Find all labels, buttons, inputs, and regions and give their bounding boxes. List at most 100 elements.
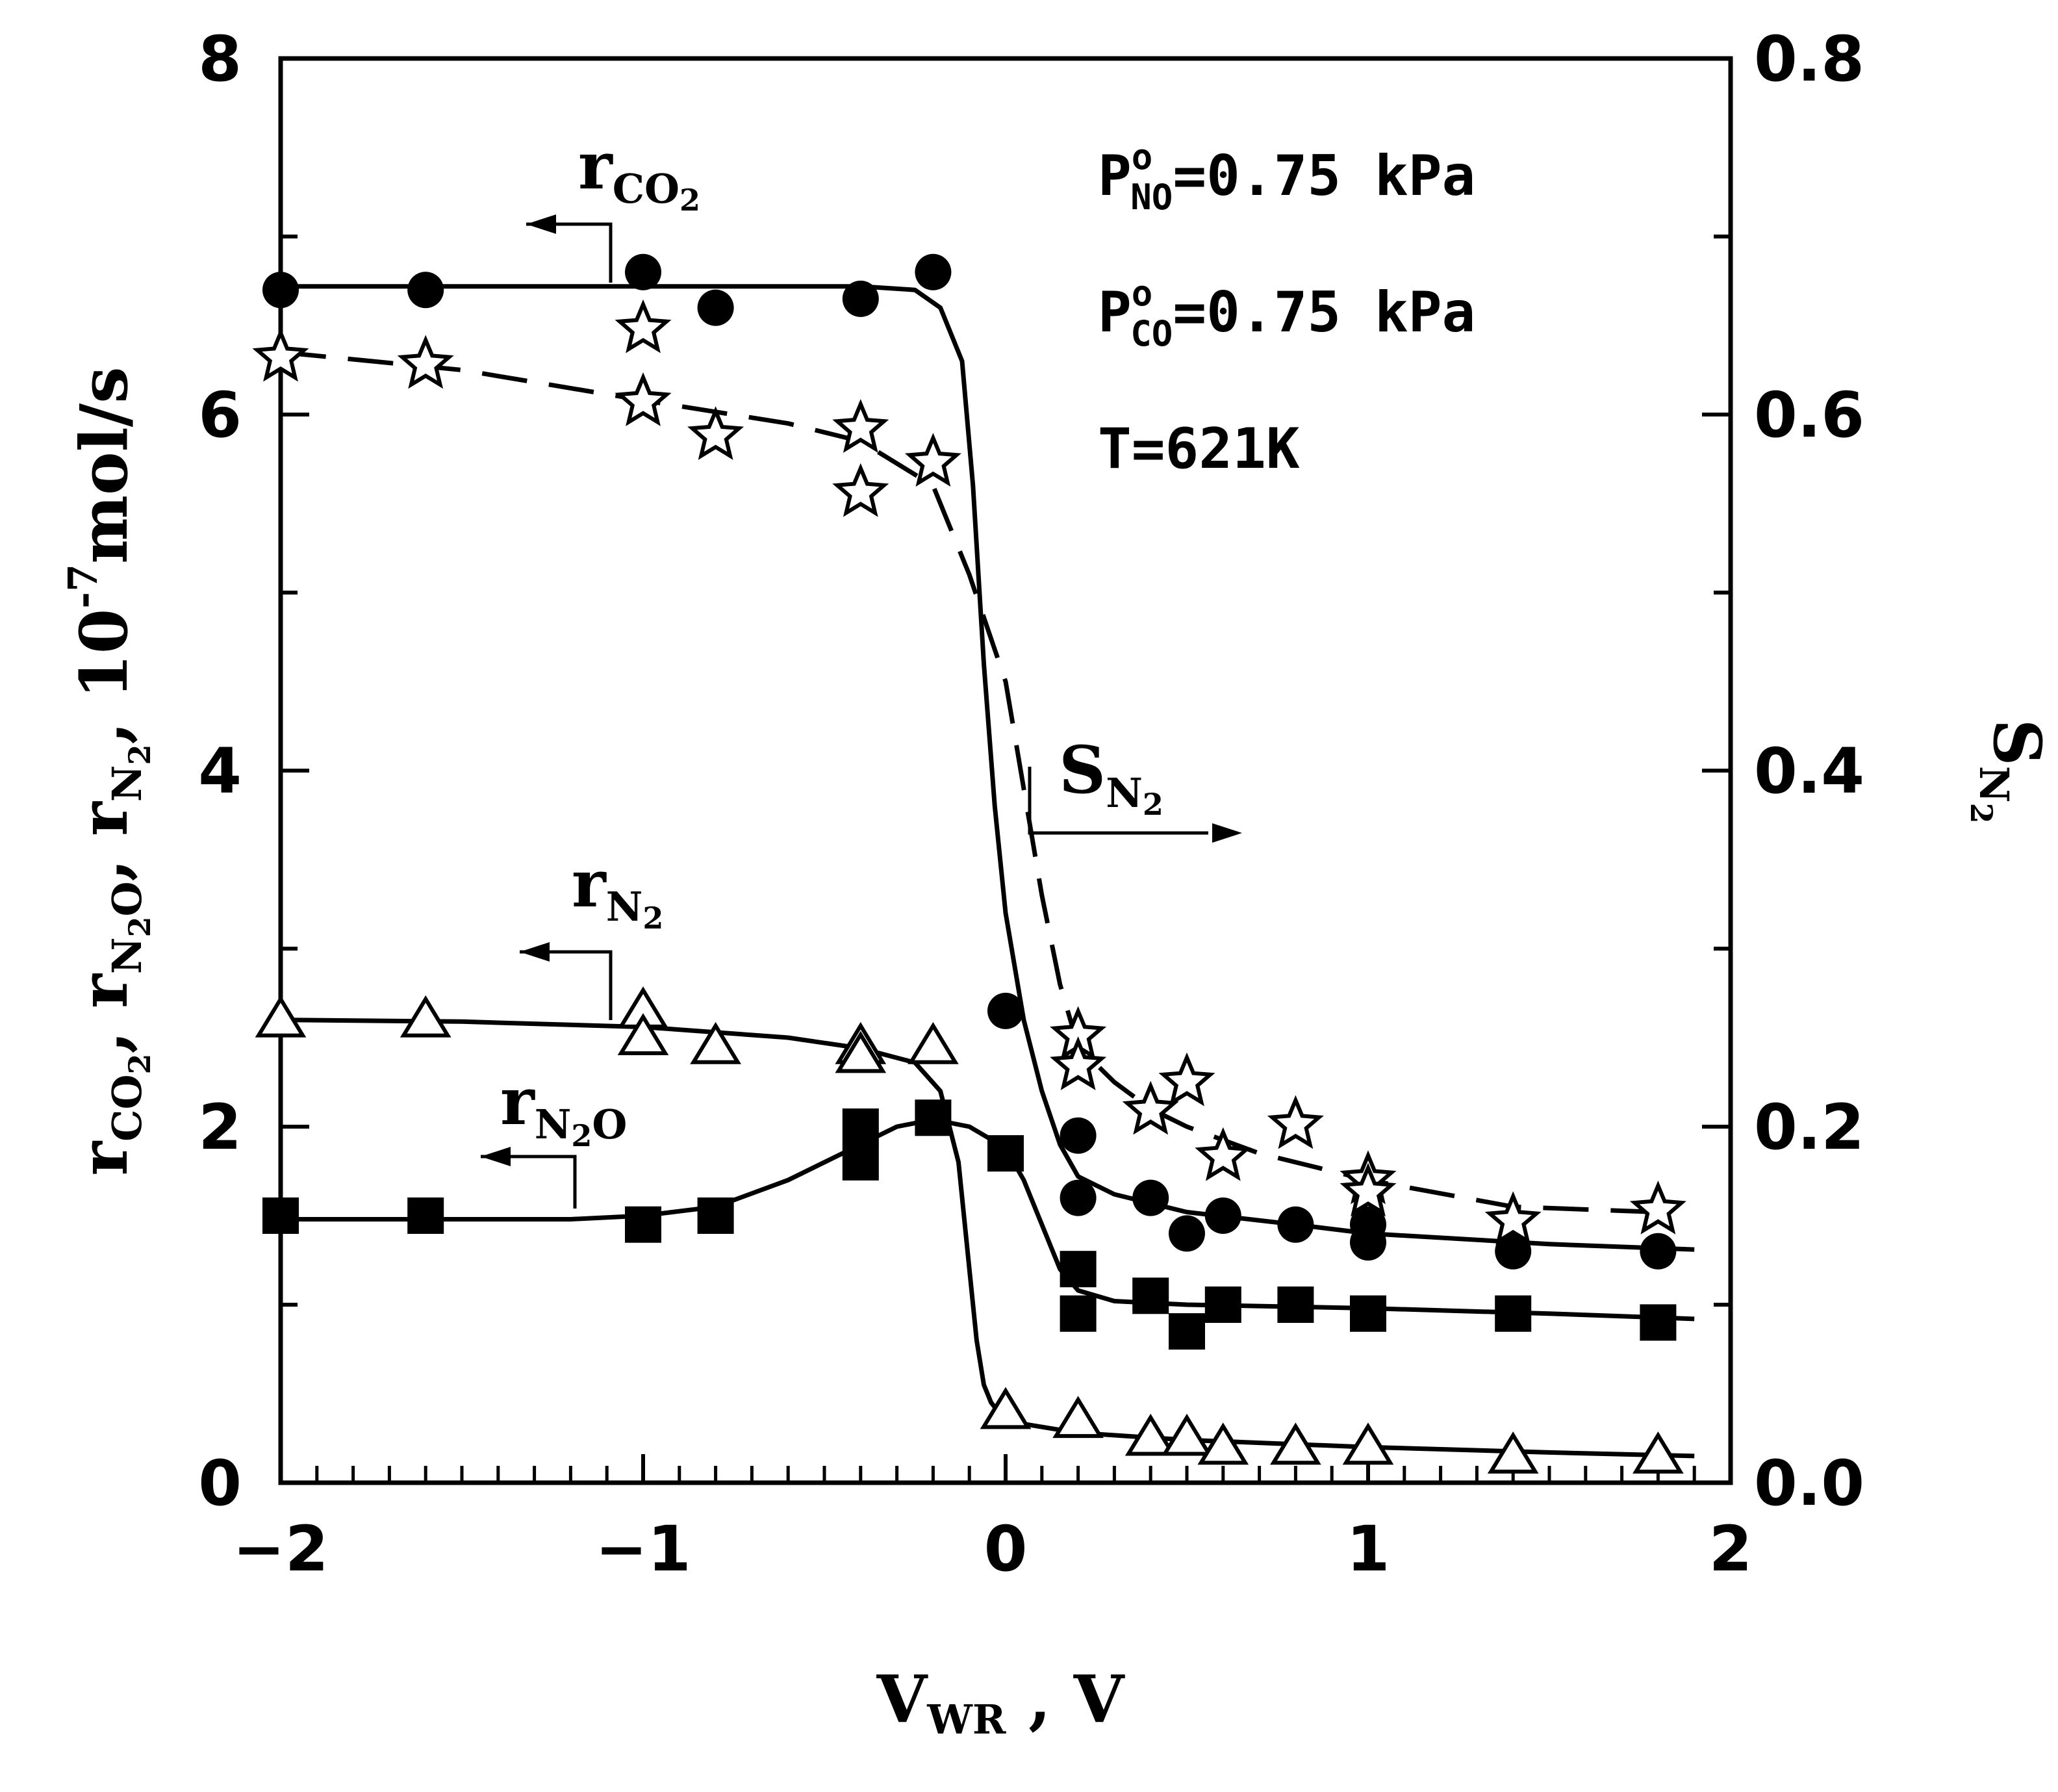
y-left-tick-label: 4 — [198, 735, 242, 808]
data-point-rCO2 — [407, 272, 444, 309]
data-point-rN2 — [400, 995, 451, 1038]
data-point-rN2 — [1197, 1422, 1249, 1465]
annotation-text: Po NO=0.75 kPa — [1098, 136, 1475, 218]
data-point-rCO2 — [1169, 1215, 1205, 1252]
x-tick-label: 1 — [1347, 1513, 1390, 1585]
data-point-rCO2 — [1060, 1117, 1097, 1154]
y-left-axis-title: rCO2, rN2O, rN2, 10-7mol/s — [59, 366, 157, 1175]
data-point-rCO2 — [625, 253, 661, 290]
label-arrow-line — [520, 950, 613, 1020]
data-point-rN2 — [617, 1013, 669, 1055]
data-point-rN2 — [255, 995, 307, 1038]
label-arrow-line — [526, 222, 613, 283]
series-label-rN2O: rN2O — [500, 1063, 627, 1153]
x-tick-label: −1 — [595, 1513, 691, 1585]
data-point-SN2 — [832, 463, 889, 517]
data-point-SN2 — [1484, 1191, 1542, 1246]
y-right-axis-title: SN2 — [1964, 719, 2055, 824]
data-point-rN2O — [697, 1197, 734, 1234]
data-point-rCO2 — [1277, 1206, 1314, 1243]
data-point-SN2 — [1158, 1052, 1215, 1107]
y-left-tick-label: 8 — [198, 23, 242, 96]
data-point-rCO2 — [1350, 1224, 1386, 1261]
data-point-SN2 — [904, 433, 961, 487]
data-point-rCO2 — [1640, 1233, 1677, 1270]
data-point-rCO2 — [1132, 1179, 1169, 1216]
data-point-rN2O — [842, 1108, 879, 1145]
data-point-rN2 — [1052, 1396, 1104, 1439]
data-point-rN2O — [625, 1206, 661, 1243]
arrow-head — [1212, 823, 1242, 843]
data-point-rN2O — [987, 1135, 1024, 1172]
series-label-rCO2: rCO2 — [578, 127, 700, 218]
data-point-rN2O — [262, 1197, 299, 1234]
data-point-rN2O — [1277, 1286, 1314, 1323]
data-point-rN2 — [1342, 1422, 1394, 1465]
data-point-rN2 — [690, 1021, 741, 1064]
y-right-tick-label: 0.4 — [1754, 735, 1864, 808]
series-line-SN2 — [280, 350, 1658, 1214]
data-point-rN2O — [1204, 1286, 1241, 1323]
x-tick-label: 0 — [984, 1513, 1028, 1585]
x-tick-label: 2 — [1709, 1513, 1753, 1585]
data-point-SN2 — [1267, 1095, 1324, 1149]
data-point-SN2 — [687, 406, 744, 460]
data-point-rN2 — [1632, 1431, 1684, 1474]
data-point-rN2 — [1124, 1413, 1176, 1456]
data-point-SN2 — [615, 299, 672, 353]
data-point-rN2 — [835, 1030, 887, 1073]
y-right-tick-label: 0.6 — [1754, 379, 1864, 452]
series-label-rN2: rN2 — [572, 845, 663, 936]
data-point-rN2O — [1060, 1295, 1097, 1332]
data-point-rCO2 — [262, 272, 299, 309]
data-point-rN2 — [980, 1387, 1032, 1429]
label-arrow-line — [481, 1155, 577, 1209]
data-point-rN2O — [407, 1197, 444, 1234]
series-line-rCO2 — [281, 284, 1695, 1252]
annotation-text: T=621K — [1098, 416, 1300, 481]
data-point-rN2 — [1270, 1422, 1321, 1465]
y-left-tick-label: 6 — [198, 379, 242, 452]
y-right-tick-label: 0.8 — [1754, 23, 1864, 96]
data-point-SN2 — [1195, 1127, 1252, 1181]
data-point-rN2O — [1132, 1277, 1169, 1314]
y-right-tick-label: 0.0 — [1754, 1447, 1864, 1520]
data-point-rCO2 — [1204, 1197, 1241, 1234]
data-point-rCO2 — [697, 289, 734, 326]
data-point-rN2O — [1640, 1304, 1677, 1341]
data-point-rCO2 — [1495, 1233, 1532, 1270]
data-point-SN2 — [1050, 1036, 1107, 1090]
data-point-rN2O — [1350, 1295, 1386, 1332]
y-left-tick-label: 2 — [198, 1091, 242, 1164]
data-point-rN2O — [1169, 1313, 1205, 1350]
data-point-SN2 — [832, 399, 889, 454]
data-point-SN2 — [1340, 1162, 1397, 1217]
series-line-rN2 — [280, 1018, 1695, 1459]
data-point-rN2 — [1487, 1431, 1539, 1474]
tick-group — [279, 57, 1733, 1485]
y-right-tick-label: 0.2 — [1754, 1091, 1864, 1164]
arrow-head — [481, 1147, 511, 1166]
annotation-text: Po CO=0.75 kPa — [1098, 273, 1475, 354]
data-point-SN2 — [1122, 1081, 1179, 1135]
x-tick-label: −2 — [233, 1513, 328, 1585]
data-point-rN2O — [842, 1144, 879, 1181]
data-point-rCO2 — [987, 992, 1024, 1029]
y-left-tick-label: 0 — [198, 1447, 242, 1520]
label-arrow-line — [1028, 767, 1208, 835]
data-point-rCO2 — [1060, 1179, 1097, 1216]
arrow-head — [520, 942, 550, 962]
data-point-SN2 — [1629, 1181, 1686, 1235]
data-point-SN2 — [615, 372, 672, 426]
data-point-rN2 — [1161, 1413, 1213, 1456]
data-point-rCO2 — [915, 253, 952, 290]
data-point-SN2 — [252, 327, 309, 382]
series-label-SN2: SN2 — [1059, 732, 1163, 822]
data-point-rN2 — [908, 1021, 959, 1064]
data-point-rN2O — [915, 1099, 952, 1136]
x-axis-title: VWR , V — [876, 1661, 1125, 1743]
data-point-rN2O — [1060, 1251, 1097, 1288]
data-point-rCO2 — [842, 280, 879, 317]
